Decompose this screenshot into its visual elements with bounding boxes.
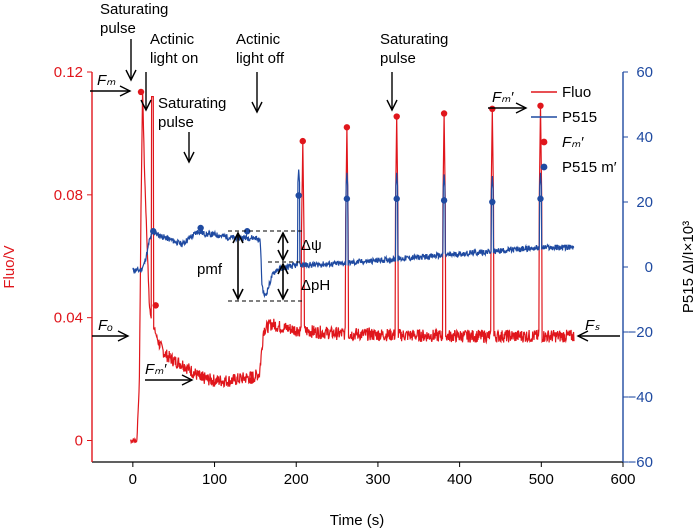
left-axis-title: Fluo/V [1, 245, 18, 288]
legend-swatch-dot [540, 138, 548, 146]
fm-prime-top-arrowhead [515, 102, 528, 114]
x-axis-title: Time (s) [330, 512, 384, 529]
saturating-pulse-1-label: Saturating [100, 1, 168, 18]
fm-prime-point [440, 110, 448, 117]
fm-prime-bottom-arrowhead [181, 374, 194, 386]
p515-m-prime-point [295, 192, 302, 199]
fm-prime-point [343, 124, 351, 131]
legend-label: P515 [562, 109, 597, 126]
p515-m-prime-point [343, 195, 351, 202]
p515-m-prime-point [150, 228, 157, 235]
actinic-on-label: light on [150, 50, 198, 67]
left-tick-label: 0.08 [54, 187, 83, 204]
p515-m-prime-point [489, 198, 496, 206]
right-tick-label: 60 [636, 64, 653, 81]
legend-label: P515 m′ [562, 159, 617, 176]
legend: Fluo P515 Fₘ′ P515 m′ [531, 84, 617, 176]
legend-label: Fluo [562, 84, 591, 101]
pmf-arrowhead-top [232, 231, 244, 244]
saturating-pulse-3-arrowhead [386, 99, 398, 112]
right-tick-label: 0 [645, 259, 653, 276]
dph-label: ΔpH [301, 277, 330, 294]
fs-label: Fₛ [585, 317, 600, 334]
fm-prime-point [152, 302, 159, 309]
p515-m-prime-point [440, 197, 448, 204]
x-tick-label: 400 [447, 471, 472, 488]
fs-arrowhead [576, 330, 589, 342]
pmf-arrowhead-bottom [232, 288, 244, 301]
legend-swatch-dot [540, 163, 548, 171]
dpsi-arrowhead-top [277, 231, 289, 244]
right-tick-label: 40 [636, 129, 653, 146]
actinic-off-label: Actinic [236, 31, 281, 48]
actinic-on-label: Actinic [150, 31, 195, 48]
fm-prime-point [137, 88, 145, 96]
fm-prime-bottom-label: Fₘ′ [145, 361, 168, 378]
dph-arrowhead-bottom [277, 288, 289, 301]
fluo-line [129, 89, 575, 445]
left-tick-label: 0.12 [54, 64, 83, 81]
actinic-off-label: light off [236, 50, 285, 67]
p515-m-prime-point [244, 228, 251, 235]
x-tick-label: 300 [365, 471, 390, 488]
axis-ticks: 0 100 200 300 400 500 60000.040.080.12−60−40−2… [54, 64, 653, 488]
fm-prime-top-label: Fₘ′ [492, 89, 515, 106]
fm-prime-point [199, 374, 206, 381]
saturating-pulse-3-label: Saturating [380, 31, 448, 48]
actinic-off-arrowhead [251, 101, 263, 114]
points-layer [137, 88, 544, 384]
fo-arrowhead [117, 330, 130, 342]
left-tick-label: 0.04 [54, 310, 83, 327]
fm-arrowhead [119, 85, 132, 97]
annotations-layer: Saturating pulse Actinic light on Saturating… [90, 1, 620, 386]
saturating-pulse-1-label: pulse [100, 20, 136, 37]
p515-m-prime-point [537, 195, 544, 202]
p515-m-prime-point [197, 224, 204, 232]
right-tick-label: −60 [628, 454, 653, 471]
x-tick-label: 600 [610, 471, 635, 488]
saturating-pulse-2-label: Saturating [158, 95, 226, 112]
actinic-on-arrowhead [140, 99, 152, 112]
right-tick-label: −40 [628, 389, 653, 406]
legend-label: Fₘ′ [562, 134, 585, 151]
fm-prime-point [537, 102, 544, 109]
x-tick-label: 200 [284, 471, 309, 488]
dpsi-label: Δψ [301, 237, 322, 254]
fo-label: Fₒ [98, 317, 113, 334]
left-tick-label: 0 [75, 433, 83, 450]
series-layer [129, 89, 575, 445]
fm-label: Fₘ [97, 72, 116, 89]
dph-arrowhead-top [277, 262, 289, 275]
pmf-label: pmf [197, 261, 223, 278]
fm-prime-point [393, 113, 400, 120]
fm-prime-point [248, 377, 255, 384]
x-tick-label: 100 [202, 471, 227, 488]
fm-prime-point [299, 137, 306, 145]
x-tick-label: 500 [529, 471, 554, 488]
right-axis-title: P515 ΔI/I×10³ [680, 221, 697, 313]
saturating-pulse-1-arrowhead [125, 69, 137, 82]
p515-m-prime-point [393, 195, 400, 202]
saturating-pulse-2-arrowhead [183, 151, 195, 164]
fm-prime-point [489, 105, 496, 113]
dpsi-arrowhead-bottom [277, 249, 289, 262]
saturating-pulse-3-label: pulse [380, 50, 416, 67]
right-tick-label: −20 [628, 324, 653, 341]
x-tick-label: 0 [129, 471, 137, 488]
p515-line [132, 169, 575, 299]
saturating-pulse-2-label: pulse [158, 114, 194, 131]
right-tick-label: 20 [636, 194, 653, 211]
